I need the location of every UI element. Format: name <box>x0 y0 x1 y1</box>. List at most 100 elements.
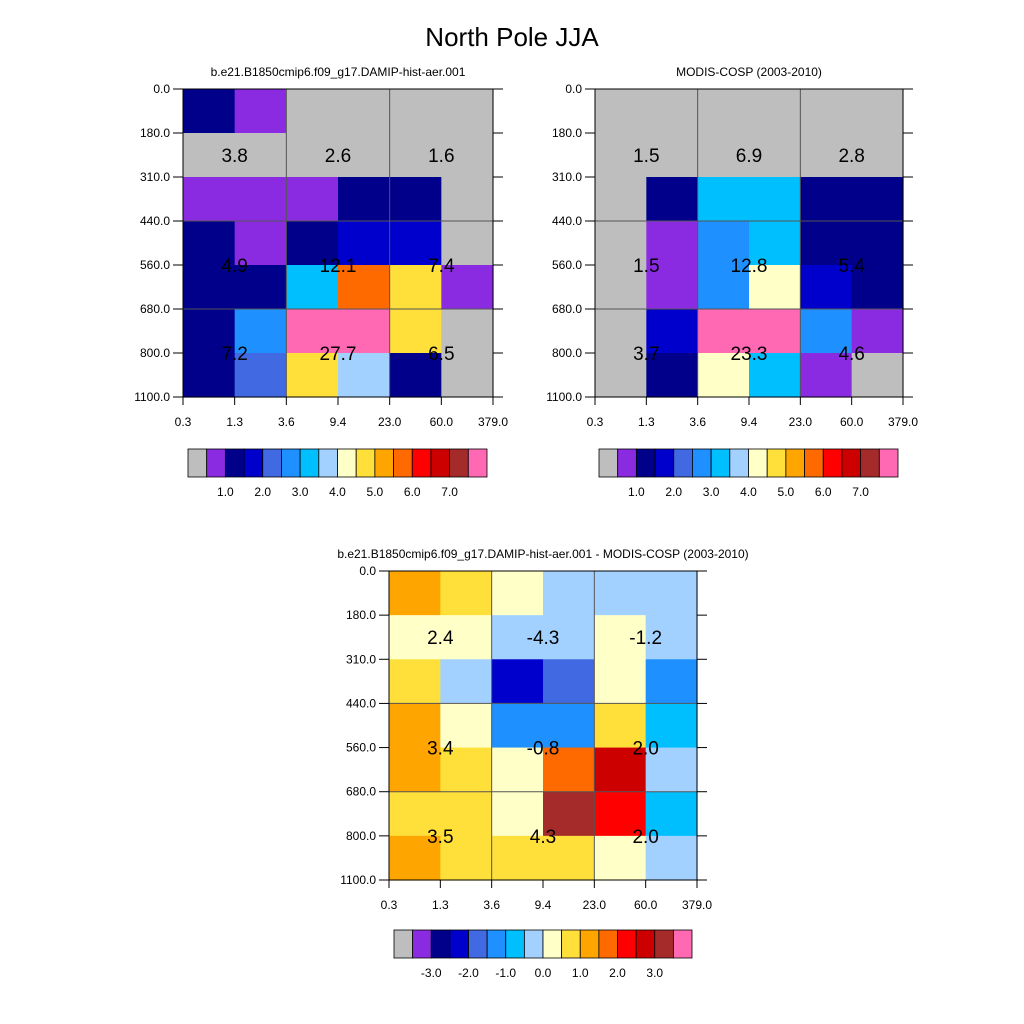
colorbar-label: 3.0 <box>703 485 720 499</box>
heatmap-cell <box>646 133 699 178</box>
colorbar-swatch <box>224 448 245 478</box>
cell-value-label: 23.3 <box>731 344 768 365</box>
heatmap-cell <box>697 353 750 398</box>
heatmap-cell <box>800 89 853 134</box>
cell-value-label: 4.3 <box>530 827 556 848</box>
cell-value-label: 7.2 <box>221 344 247 365</box>
heatmap-cell <box>286 353 339 398</box>
heatmap-cell <box>851 89 904 134</box>
heatmap-cell <box>543 835 595 881</box>
cell-value-label: 3.7 <box>633 344 659 365</box>
heatmap-cell <box>697 265 750 310</box>
heatmap-cell <box>389 747 441 793</box>
x-tick-label: 23.0 <box>378 415 402 429</box>
cell-value-label: 3.8 <box>221 146 247 167</box>
y-tick-label: 800.0 <box>140 346 170 360</box>
colorbar-swatch <box>860 448 880 478</box>
panels: b.e21.B1850cmip6.f09_g17.DAMIP-hist-aer.… <box>134 65 918 980</box>
colorbar-label: 6.0 <box>815 485 832 499</box>
heatmap-cell <box>595 133 647 178</box>
panel-1: b.e21.B1850cmip6.f09_g17.DAMIP-hist-aer.… <box>134 65 508 499</box>
x-tick-label: 379.0 <box>682 898 712 912</box>
heatmap-cell <box>389 571 441 616</box>
cell-value-label: -0.8 <box>527 739 560 760</box>
colorbar-swatch <box>822 448 843 478</box>
heatmap-cell <box>234 265 287 310</box>
heatmap-cell <box>491 659 544 705</box>
colorbar-swatch <box>635 448 656 478</box>
colorbar-swatch <box>785 448 805 478</box>
heatmap-cell <box>389 89 442 134</box>
heatmap-cell <box>595 221 647 266</box>
heatmap-cell <box>851 309 904 354</box>
x-tick-label: 9.4 <box>741 415 758 429</box>
x-tick-label: 9.4 <box>535 898 552 912</box>
heatmap-cell <box>646 221 699 266</box>
heatmap-cell <box>234 89 287 134</box>
heatmap-cell <box>338 221 391 266</box>
heatmap-cell <box>183 309 236 354</box>
heatmap-cell <box>389 791 441 837</box>
x-tick-label: 379.0 <box>478 415 508 429</box>
x-tick-label: 23.0 <box>583 898 607 912</box>
heatmap-cell <box>595 353 647 398</box>
heatmap-cell <box>441 353 494 398</box>
heatmap-cell <box>441 221 494 266</box>
x-tick-label: 3.6 <box>483 898 500 912</box>
colorbar-swatch <box>804 448 824 478</box>
heatmap-cell <box>440 571 493 616</box>
heatmap-cell <box>234 309 287 354</box>
colorbar-label: 3.0 <box>292 485 309 499</box>
colorbar-swatch <box>337 448 357 478</box>
heatmap-cell <box>595 265 647 310</box>
cell-value-label: 3.4 <box>427 739 454 760</box>
heatmap-cell <box>594 835 647 881</box>
heatmap-cell <box>389 353 442 398</box>
x-tick-label: 60.0 <box>430 415 454 429</box>
y-tick-label: 1100.0 <box>134 390 170 404</box>
cell-value-label: 2.8 <box>838 146 864 167</box>
heatmap-cell <box>440 615 493 660</box>
heatmap-cell <box>594 703 647 749</box>
heatmap-cell <box>389 221 442 266</box>
colorbar-swatch <box>206 448 226 478</box>
y-tick-label: 1100.0 <box>546 390 582 404</box>
heatmap-cell <box>440 703 493 749</box>
colorbar-label: 2.0 <box>609 966 626 980</box>
y-tick-label: 680.0 <box>140 302 170 316</box>
cell-value-label: 12.8 <box>731 256 768 277</box>
colorbar: 1.0 2.0 3.0 4.0 5.0 6.0 7.0 <box>598 448 899 499</box>
heatmap-cell <box>441 89 494 134</box>
colorbar-label: 1.0 <box>217 485 234 499</box>
x-tick-label: 9.4 <box>330 415 347 429</box>
y-tick-label: 180.0 <box>552 126 582 140</box>
cell-value-label: 6.9 <box>736 146 762 167</box>
heatmap-cell <box>440 835 493 881</box>
cell-value-label: 3.5 <box>427 827 453 848</box>
colorbar-swatch <box>262 448 282 478</box>
heatmap-cell <box>389 659 441 705</box>
cell-value-label: 2.4 <box>427 628 454 649</box>
colorbar-label: -1.0 <box>495 966 516 980</box>
y-tick-label: 560.0 <box>346 741 376 755</box>
heatmap-cell <box>697 221 750 266</box>
heatmap-cell <box>183 265 236 310</box>
heatmap-cell <box>800 353 853 398</box>
heatmap-cell <box>234 177 287 222</box>
panel-title: b.e21.B1850cmip6.f09_g17.DAMIP-hist-aer.… <box>211 65 466 79</box>
colorbar-swatch <box>579 929 600 959</box>
heatmap-cell <box>543 791 595 837</box>
colorbar-swatch <box>766 448 787 478</box>
colorbar-swatch <box>635 929 656 959</box>
heatmap-cell <box>646 309 699 354</box>
cell-value-label: -4.3 <box>527 628 560 649</box>
colorbar-swatch <box>561 929 581 959</box>
cell-value-label: 4.9 <box>221 256 247 277</box>
heatmap-cell <box>183 221 236 266</box>
heatmap-cell <box>389 309 442 354</box>
heatmap-cell <box>543 747 595 793</box>
colorbar-swatch <box>430 929 451 959</box>
x-tick-label: 60.0 <box>634 898 658 912</box>
heatmap-cell <box>697 309 750 354</box>
heatmap-cell <box>183 89 236 134</box>
